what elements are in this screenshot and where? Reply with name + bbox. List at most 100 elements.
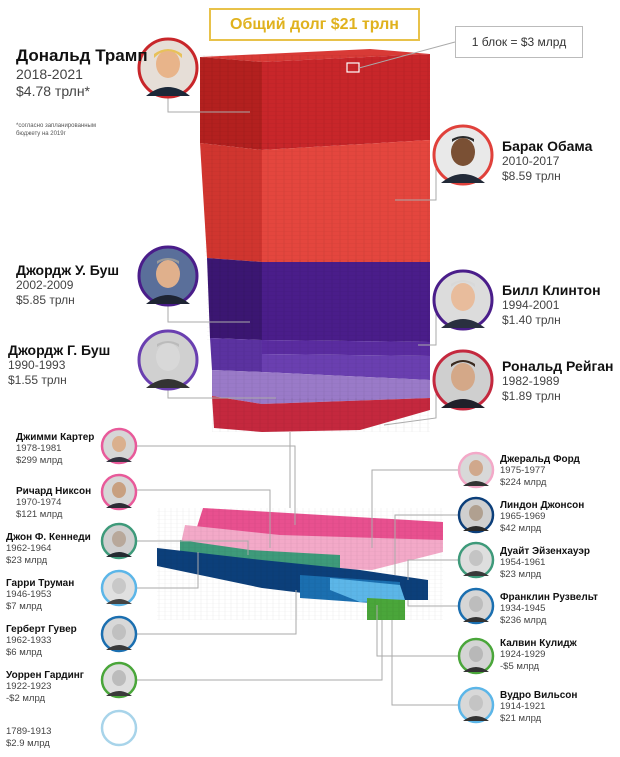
debt-tower: [200, 49, 430, 432]
name-obama: Барак Обама: [502, 138, 593, 154]
years-obama: 2010-2017: [502, 154, 560, 168]
years-trump: 2018-2021: [16, 66, 83, 82]
years-kennedy: 1962-1964: [6, 543, 52, 554]
avatar-roosevelt: [457, 587, 495, 625]
label-trump: Дональд Трамп 2018-2021 $4.78 трлн*: [16, 46, 148, 100]
label-carter: Джимми Картер 1978-1981 $299 млрд: [16, 432, 94, 467]
avatar-clinton: [432, 269, 494, 331]
amount-obama: $8.59 трлн: [502, 169, 561, 183]
amount-kennedy: $23 млрд: [6, 555, 48, 566]
amount-early: $2.9 млрд: [6, 738, 50, 749]
years-harding: 1922-1923: [6, 681, 52, 692]
name-kennedy: Джон Ф. Кеннеди: [6, 532, 91, 543]
years-clinton: 1994-2001: [502, 298, 560, 312]
avatar-johnson: [457, 496, 495, 534]
amount-johnson: $42 млрд: [500, 523, 542, 534]
label-kennedy: Джон Ф. Кеннеди 1962-1964 $23 млрд: [6, 532, 91, 567]
years-roosevelt: 1934-1945: [500, 603, 546, 614]
name-bush-jr: Джордж У. Буш: [16, 262, 120, 278]
total-debt-title: Общий долг $21 трлн: [209, 8, 420, 41]
avatar-bush-sr: [137, 329, 199, 391]
label-clinton: Билл Клинтон 1994-2001 $1.40 трлн: [502, 282, 601, 328]
label-roosevelt: Франклин Рузвельт 1934-1945 $236 млрд: [500, 592, 598, 627]
avatar-reagan: [432, 349, 494, 411]
name-carter: Джимми Картер: [16, 432, 95, 443]
name-reagan: Рональд Рейган: [502, 358, 614, 374]
years-hoover: 1962-1933: [6, 635, 52, 646]
amount-wilson: $21 млрд: [500, 713, 542, 724]
connectors: [135, 41, 458, 706]
amount-truman: $7 млрд: [6, 601, 42, 612]
amount-ford: $224 млрд: [500, 477, 547, 488]
amount-carter: $299 млрд: [16, 455, 63, 466]
name-wilson: Вудро Вильсон: [500, 690, 578, 701]
label-coolidge: Калвин Кулидж 1924-1929 -$5 млрд: [500, 638, 577, 673]
amount-reagan: $1.89 трлн: [502, 389, 561, 403]
label-truman: Гарри Труман 1946-1953 $7 млрд: [6, 578, 74, 613]
avatar-trump: [137, 37, 199, 99]
name-roosevelt: Франклин Рузвельт: [500, 592, 598, 603]
label-reagan: Рональд Рейган 1982-1989 $1.89 трлн: [502, 358, 614, 404]
avatar-truman: [100, 569, 138, 607]
years-ford: 1975-1977: [500, 465, 546, 476]
avatar-wilson: [457, 686, 495, 724]
avatar-kennedy: [100, 522, 138, 560]
avatar-coolidge: [457, 637, 495, 675]
amount-roosevelt: $236 млрд: [500, 615, 547, 626]
years-eisenhower: 1954-1961: [500, 557, 546, 568]
amount-coolidge: -$5 млрд: [500, 661, 540, 672]
label-bush-jr: Джордж У. Буш 2002-2009 $5.85 трлн: [16, 262, 119, 308]
name-harding: Уоррен Гардинг: [6, 670, 84, 681]
name-hoover: Герберт Гувер: [6, 624, 77, 635]
avatar-ford: [457, 451, 495, 489]
years-johnson: 1965-1969: [500, 511, 546, 522]
amount-eisenhower: $23 млрд: [500, 569, 542, 580]
label-obama: Барак Обама 2010-2017 $8.59 трлн: [502, 138, 592, 184]
years-coolidge: 1924-1929: [500, 649, 546, 660]
amount-clinton: $1.40 трлн: [502, 313, 561, 327]
name-clinton: Билл Клинтон: [502, 282, 601, 298]
label-nixon: Ричард Никсон 1970-1974 $121 млрд: [16, 486, 91, 521]
label-early: 1789-1913 $2.9 млрд: [6, 726, 51, 750]
years-reagan: 1982-1989: [502, 374, 560, 388]
amount-hoover: $6 млрд: [6, 647, 42, 658]
amount-harding: -$2 млрд: [6, 693, 46, 704]
name-truman: Гарри Труман: [6, 578, 75, 589]
name-nixon: Ричард Никсон: [16, 486, 92, 497]
name-eisenhower: Дуайт Эйзенхауэр: [500, 546, 590, 557]
years-wilson: 1914-1921: [500, 701, 546, 712]
avatar-early-empty: [100, 709, 138, 747]
years-carter: 1978-1981: [16, 443, 62, 454]
avatar-eisenhower: [457, 541, 495, 579]
avatar-harding: [100, 661, 138, 699]
label-wilson: Вудро Вильсон 1914-1921 $21 млрд: [500, 690, 577, 725]
name-ford: Джеральд Форд: [500, 454, 580, 465]
years-truman: 1946-1953: [6, 589, 52, 600]
label-harding: Уоррен Гардинг 1922-1923 -$2 млрд: [6, 670, 84, 705]
amount-trump: $4.78 трлн*: [16, 83, 90, 99]
avatar-carter: [100, 427, 138, 465]
years-bush-jr: 2002-2009: [16, 278, 74, 292]
label-ford: Джеральд Форд 1975-1977 $224 млрд: [500, 454, 580, 489]
name-johnson: Линдон Джонсон: [500, 500, 585, 511]
footnote: *согласно запланированным бюджету на 201…: [16, 123, 96, 137]
amount-bush-sr: $1.55 трлн: [8, 373, 67, 387]
years-bush-sr: 1990-1993: [8, 358, 66, 372]
debt-slab: [157, 508, 443, 620]
label-johnson: Линдон Джонсон 1965-1969 $42 млрд: [500, 500, 584, 535]
label-eisenhower: Дуайт Эйзенхауэр 1954-1961 $23 млрд: [500, 546, 590, 581]
years-early: 1789-1913: [6, 726, 52, 737]
label-hoover: Герберт Гувер 1962-1933 $6 млрд: [6, 624, 77, 659]
avatar-hoover: [100, 615, 138, 653]
years-nixon: 1970-1974: [16, 497, 62, 508]
amount-bush-jr: $5.85 трлн: [16, 293, 75, 307]
avatar-nixon: [100, 473, 138, 511]
amount-nixon: $121 млрд: [16, 509, 63, 520]
block-legend: 1 блок = $3 млрд: [455, 26, 583, 58]
avatar-obama: [432, 124, 494, 186]
name-trump: Дональд Трамп: [16, 46, 148, 65]
name-bush-sr: Джордж Г. Буш: [8, 342, 111, 358]
name-coolidge: Калвин Кулидж: [500, 638, 577, 649]
label-bush-sr: Джордж Г. Буш 1990-1993 $1.55 трлн: [8, 342, 110, 388]
